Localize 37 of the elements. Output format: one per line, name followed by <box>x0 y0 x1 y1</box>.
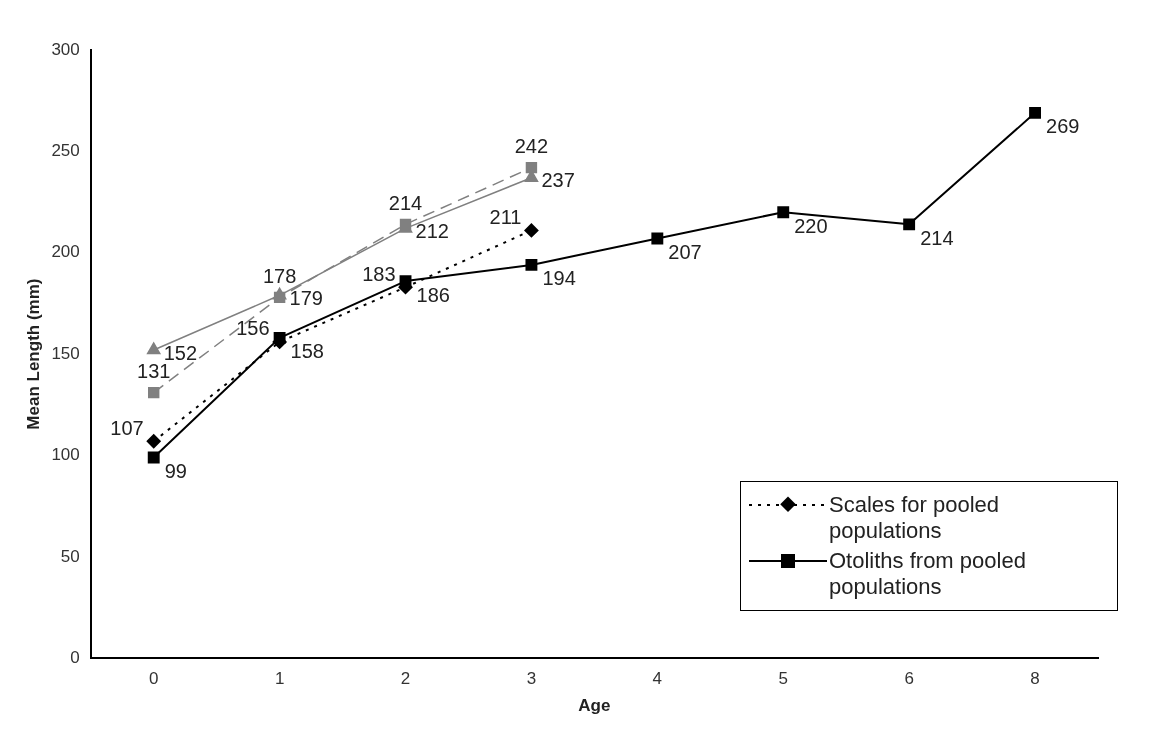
x-tick-label: 3 <box>526 669 537 689</box>
data-label: 242 <box>514 135 549 158</box>
data-label: 194 <box>542 267 576 290</box>
x-tick-label: 6 <box>904 669 914 689</box>
data-label: 179 <box>289 286 323 309</box>
data-label: 158 <box>290 340 324 363</box>
legend-label: Otoliths from pooled populations <box>829 548 1027 600</box>
y-tick-label: 100 <box>51 445 80 465</box>
x-tick-label: 1 <box>274 669 285 689</box>
y-tick-label: 300 <box>51 39 80 59</box>
data-label: 269 <box>1046 115 1080 138</box>
x-axis-title: Age <box>578 696 611 716</box>
data-label: 186 <box>416 283 450 306</box>
x-tick-label: 2 <box>400 669 411 689</box>
x-tick-label: 0 <box>148 669 159 689</box>
data-label: 211 <box>489 205 522 228</box>
data-label: 156 <box>236 317 270 340</box>
y-tick-label: 0 <box>70 647 80 667</box>
y-tick-label: 250 <box>51 141 80 161</box>
y-tick-label: 50 <box>60 546 80 566</box>
data-label: 212 <box>415 219 449 242</box>
data-label: 99 <box>164 460 187 483</box>
data-label: 214 <box>388 191 423 214</box>
x-tick-label: 4 <box>652 669 663 689</box>
data-label: 207 <box>668 241 702 264</box>
data-label: 107 <box>110 416 144 439</box>
legend-label: Scales for pooled populations <box>829 492 1000 544</box>
y-tick-label: 150 <box>51 343 80 363</box>
data-label: 178 <box>262 264 297 287</box>
data-label: 237 <box>541 169 575 192</box>
x-tick-label: 8 <box>1030 669 1040 689</box>
data-label: 183 <box>362 262 396 285</box>
y-tick-label: 200 <box>51 242 80 262</box>
y-axis-title: Mean Length (mm) <box>23 278 43 430</box>
x-tick-label: 5 <box>778 669 788 689</box>
data-label: 220 <box>794 214 828 237</box>
data-label: 214 <box>920 226 954 249</box>
